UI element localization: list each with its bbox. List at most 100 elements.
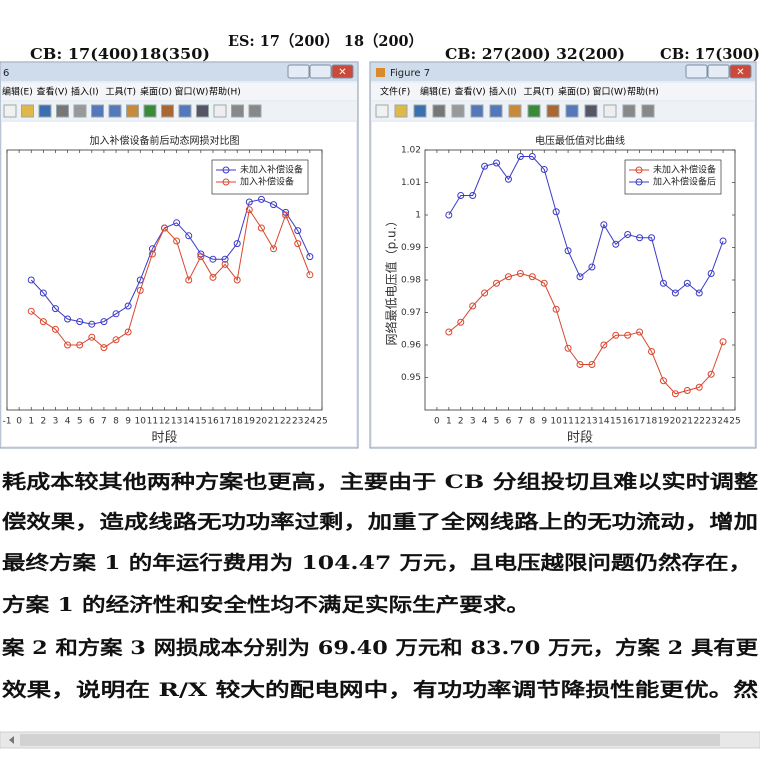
data-point — [612, 331, 620, 339]
data-point — [540, 166, 548, 173]
data-point — [76, 341, 84, 349]
toolbar-button[interactable] — [565, 104, 579, 118]
menu-item[interactable]: 桌面(D) — [140, 86, 172, 98]
toolbar-button[interactable] — [248, 104, 262, 118]
x-tick-label: 13 — [586, 417, 597, 427]
legend-marker — [222, 178, 230, 186]
menu-item[interactable]: 工具(T) — [106, 87, 137, 98]
toolbar-button[interactable] — [603, 104, 617, 118]
data-point — [552, 208, 560, 216]
toolbar-button[interactable] — [375, 104, 389, 118]
data-point — [100, 344, 108, 352]
maximize-button[interactable] — [309, 64, 332, 79]
x-tick-label: 15 — [195, 417, 206, 427]
menu-item[interactable]: 插入(I) — [71, 86, 99, 98]
toolbar-button[interactable] — [413, 104, 427, 118]
window-title: 6 — [3, 68, 9, 79]
close-button[interactable] — [729, 64, 752, 79]
toolbar-button[interactable] — [178, 104, 192, 118]
data-point — [624, 231, 632, 238]
toolbar-button[interactable] — [3, 104, 17, 118]
menu-bar — [371, 83, 755, 100]
data-point — [294, 227, 302, 235]
data-point — [540, 279, 548, 287]
data-point — [445, 328, 453, 336]
menu-item[interactable]: 文件(F) — [380, 86, 410, 98]
data-point — [719, 338, 727, 346]
menu-item[interactable]: 查看(V) — [455, 86, 486, 98]
scroll-left-arrow[interactable] — [9, 736, 14, 744]
data-point — [27, 307, 35, 315]
toolbar-button[interactable] — [394, 104, 408, 118]
x-tick-label: 19 — [658, 417, 670, 427]
title-bar — [1, 63, 357, 81]
data-point — [516, 153, 524, 160]
data-point — [173, 237, 181, 245]
x-tick-label: 1 — [28, 417, 34, 427]
toolbar-button[interactable] — [143, 104, 157, 118]
data-point — [161, 224, 168, 232]
menu-item[interactable]: 窗口(W) — [593, 86, 627, 98]
toolbar-button[interactable] — [213, 104, 227, 118]
data-point — [504, 273, 512, 281]
menu-item[interactable]: 窗口(W) — [175, 86, 209, 98]
data-point — [719, 237, 727, 245]
scroll-thumb[interactable] — [20, 734, 720, 746]
toolbar-button[interactable] — [73, 104, 87, 118]
data-point — [469, 192, 477, 199]
data-point — [707, 370, 715, 378]
toolbar-button[interactable] — [91, 104, 104, 118]
toolbar-button[interactable] — [56, 104, 69, 118]
toolbar-button[interactable] — [451, 104, 465, 118]
toolbar-button[interactable] — [527, 104, 541, 118]
toolbar-button[interactable] — [196, 104, 209, 118]
x-tick-label: 9 — [541, 417, 547, 427]
menu-item[interactable]: 插入(I) — [489, 86, 517, 98]
toolbar-button[interactable] — [508, 104, 522, 118]
toolbar-button[interactable] — [21, 104, 34, 118]
data-point — [564, 344, 572, 352]
maximize-button[interactable] — [707, 64, 730, 79]
toolbar-button[interactable] — [470, 104, 484, 118]
minimize-button[interactable] — [685, 64, 708, 79]
x-tick-label: 23 — [705, 417, 716, 427]
paragraph-line: 耗成本较其他两种方案也更高，主要由于 CB 分组投切且难以实时调整 — [2, 470, 758, 493]
x-tick-label: 2 — [458, 417, 464, 427]
toolbar-button[interactable] — [38, 104, 52, 118]
toolbar-button[interactable] — [584, 104, 598, 118]
minimize-button[interactable] — [287, 64, 310, 79]
toolbar-button[interactable] — [432, 104, 446, 118]
toolbar-button[interactable] — [546, 104, 560, 118]
menu-item[interactable]: 查看(V) — [37, 86, 68, 98]
x-tick-label: 17 — [219, 417, 230, 427]
menu-item[interactable]: 桌面(D) — [558, 86, 590, 98]
x-tick-label: 17 — [634, 417, 645, 427]
legend-box — [211, 159, 309, 195]
data-point — [221, 260, 229, 268]
paragraph-line: 偿效果，造成线路无功功率过剩，加重了全网线路上的无功流动，增加 — [2, 510, 758, 533]
data-point — [100, 318, 108, 326]
data-point — [209, 273, 217, 281]
close-button[interactable] — [331, 64, 354, 79]
y-tick-label: 1.01 — [401, 178, 421, 188]
menu-item[interactable]: 编辑(E) — [420, 86, 451, 98]
data-point — [636, 234, 644, 242]
toolbar-button[interactable] — [126, 104, 139, 118]
toolbar-button[interactable] — [108, 104, 122, 118]
menu-item[interactable]: 帮助(H) — [209, 86, 241, 98]
menu-item[interactable]: 工具(T) — [524, 87, 555, 98]
data-point — [600, 341, 608, 349]
x-tick-label: 12 — [574, 417, 585, 427]
toolbar-button[interactable] — [231, 104, 244, 118]
x-tick-label: 21 — [268, 417, 279, 427]
menu-item[interactable]: 帮助(H) — [627, 86, 659, 98]
toolbar-button[interactable] — [489, 104, 503, 118]
data-point — [683, 279, 691, 287]
data-point — [306, 271, 314, 279]
menu-item[interactable]: 编辑(E) — [2, 86, 33, 98]
x-tick-label: 2 — [40, 417, 46, 427]
toolbar-button[interactable] — [641, 104, 655, 118]
y-tick-label: 0.98 — [401, 276, 421, 286]
toolbar-button[interactable] — [622, 104, 636, 118]
toolbar-button[interactable] — [161, 104, 174, 118]
